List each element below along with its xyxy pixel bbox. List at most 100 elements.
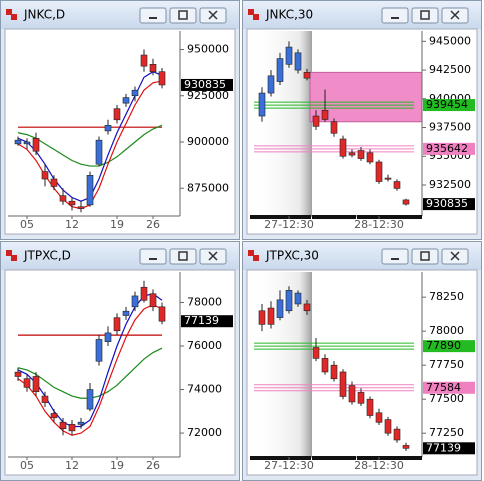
candle-body [59,421,67,430]
y-tick-label: 942500 [429,63,471,76]
candle-body [32,138,40,152]
title-bar [243,242,481,270]
x-tick-label: 05 [20,459,34,472]
last-price-label: 930835 [426,197,468,210]
session-bar [250,456,311,460]
candle-body [86,389,94,410]
session-bar [312,456,356,460]
candle-body [303,303,311,312]
maximize-button[interactable] [411,7,439,24]
candle-body [14,371,22,377]
icon [6,250,12,256]
price-tag [423,340,475,353]
y-tick-label: 77750 [429,358,464,371]
candle-body [303,72,311,79]
x-tick-label: 28-12:30 [354,218,404,231]
last-price-tag [181,315,233,328]
price-tag-label: 935642 [426,142,468,155]
price-tag [423,142,475,155]
price-tag-label: 939454 [426,98,468,111]
candle-body [41,395,49,403]
window-title: JNKC,D [23,8,65,22]
icon [253,255,259,261]
candle-body [312,115,320,127]
zone [309,71,423,123]
price-tag [423,99,475,112]
icon [248,9,254,15]
candle-body [32,376,40,393]
maximize-button[interactable] [169,7,197,24]
x-tick-label: 19 [110,218,124,231]
candle-body [294,52,302,71]
candle-body [113,108,121,121]
x-tick-label: 28-12:30 [354,459,404,472]
max-glyph [178,251,188,261]
candle-body [339,138,347,157]
y-tick-label: 900000 [187,135,229,148]
close-glyph [450,10,460,20]
candle-body [122,97,130,104]
maximize-button[interactable] [411,248,439,265]
title-bar [1,1,239,29]
max-glyph [178,10,188,20]
minimize-button[interactable] [381,248,409,265]
candle-body [321,358,329,373]
candle-body [267,75,275,94]
candle-body [86,175,94,206]
candle-body [384,177,392,180]
candle-body [140,54,148,67]
icon [11,255,17,261]
x-tick-label: 05 [20,218,34,231]
last-price-tag [423,442,475,455]
y-tick-label: 950000 [187,43,229,56]
y-tick-label: 937500 [429,121,471,134]
close-glyph [208,10,218,20]
x-tick-label: 27-12:30 [264,459,314,472]
candle-body [77,421,85,425]
price-tag [423,381,475,394]
icon [11,14,17,20]
indicator-line [17,124,163,167]
icon [253,14,259,20]
candle-body [122,310,130,316]
window-title: JTPXC,30 [265,249,319,263]
y-tick-label: 78000 [429,324,464,337]
y-tick-label: 78250 [429,290,464,303]
candle-body [41,171,49,180]
session-bar [250,215,311,219]
minimize-button[interactable] [139,7,167,24]
candle-body [267,307,275,325]
candle-body [23,141,31,145]
icon [6,9,12,15]
minimize-button[interactable] [139,248,167,265]
candle-body [330,364,338,380]
chart-pane [4,28,236,235]
candle-body [158,306,166,322]
candle-body [285,290,293,312]
y-tick-label: 76000 [187,339,222,352]
session-bar [357,456,422,460]
window-title: JNKC,30 [265,8,313,22]
y-tick-label: 932500 [429,178,471,191]
candle-body [14,139,22,145]
price-tag-label: 77890 [426,339,461,352]
candle-body [68,200,76,206]
chart-pane [4,269,236,476]
last-price-label: 930835 [184,78,226,91]
candle-body [402,445,410,449]
candle-body [95,339,103,362]
x-tick-label: 19 [110,459,124,472]
maximize-button[interactable] [169,248,197,265]
y-tick-label: 925000 [187,89,229,102]
candle-body [50,178,58,187]
minimize-button[interactable] [381,7,409,24]
candle-body [357,392,365,404]
close-glyph [450,251,460,261]
candle-body [131,89,139,97]
last-price-label: 77139 [184,314,219,327]
candle-body [321,109,329,120]
candle-body [402,199,410,205]
window-title: JTPXC,D [23,249,71,263]
y-tick-label: 945000 [429,34,471,47]
